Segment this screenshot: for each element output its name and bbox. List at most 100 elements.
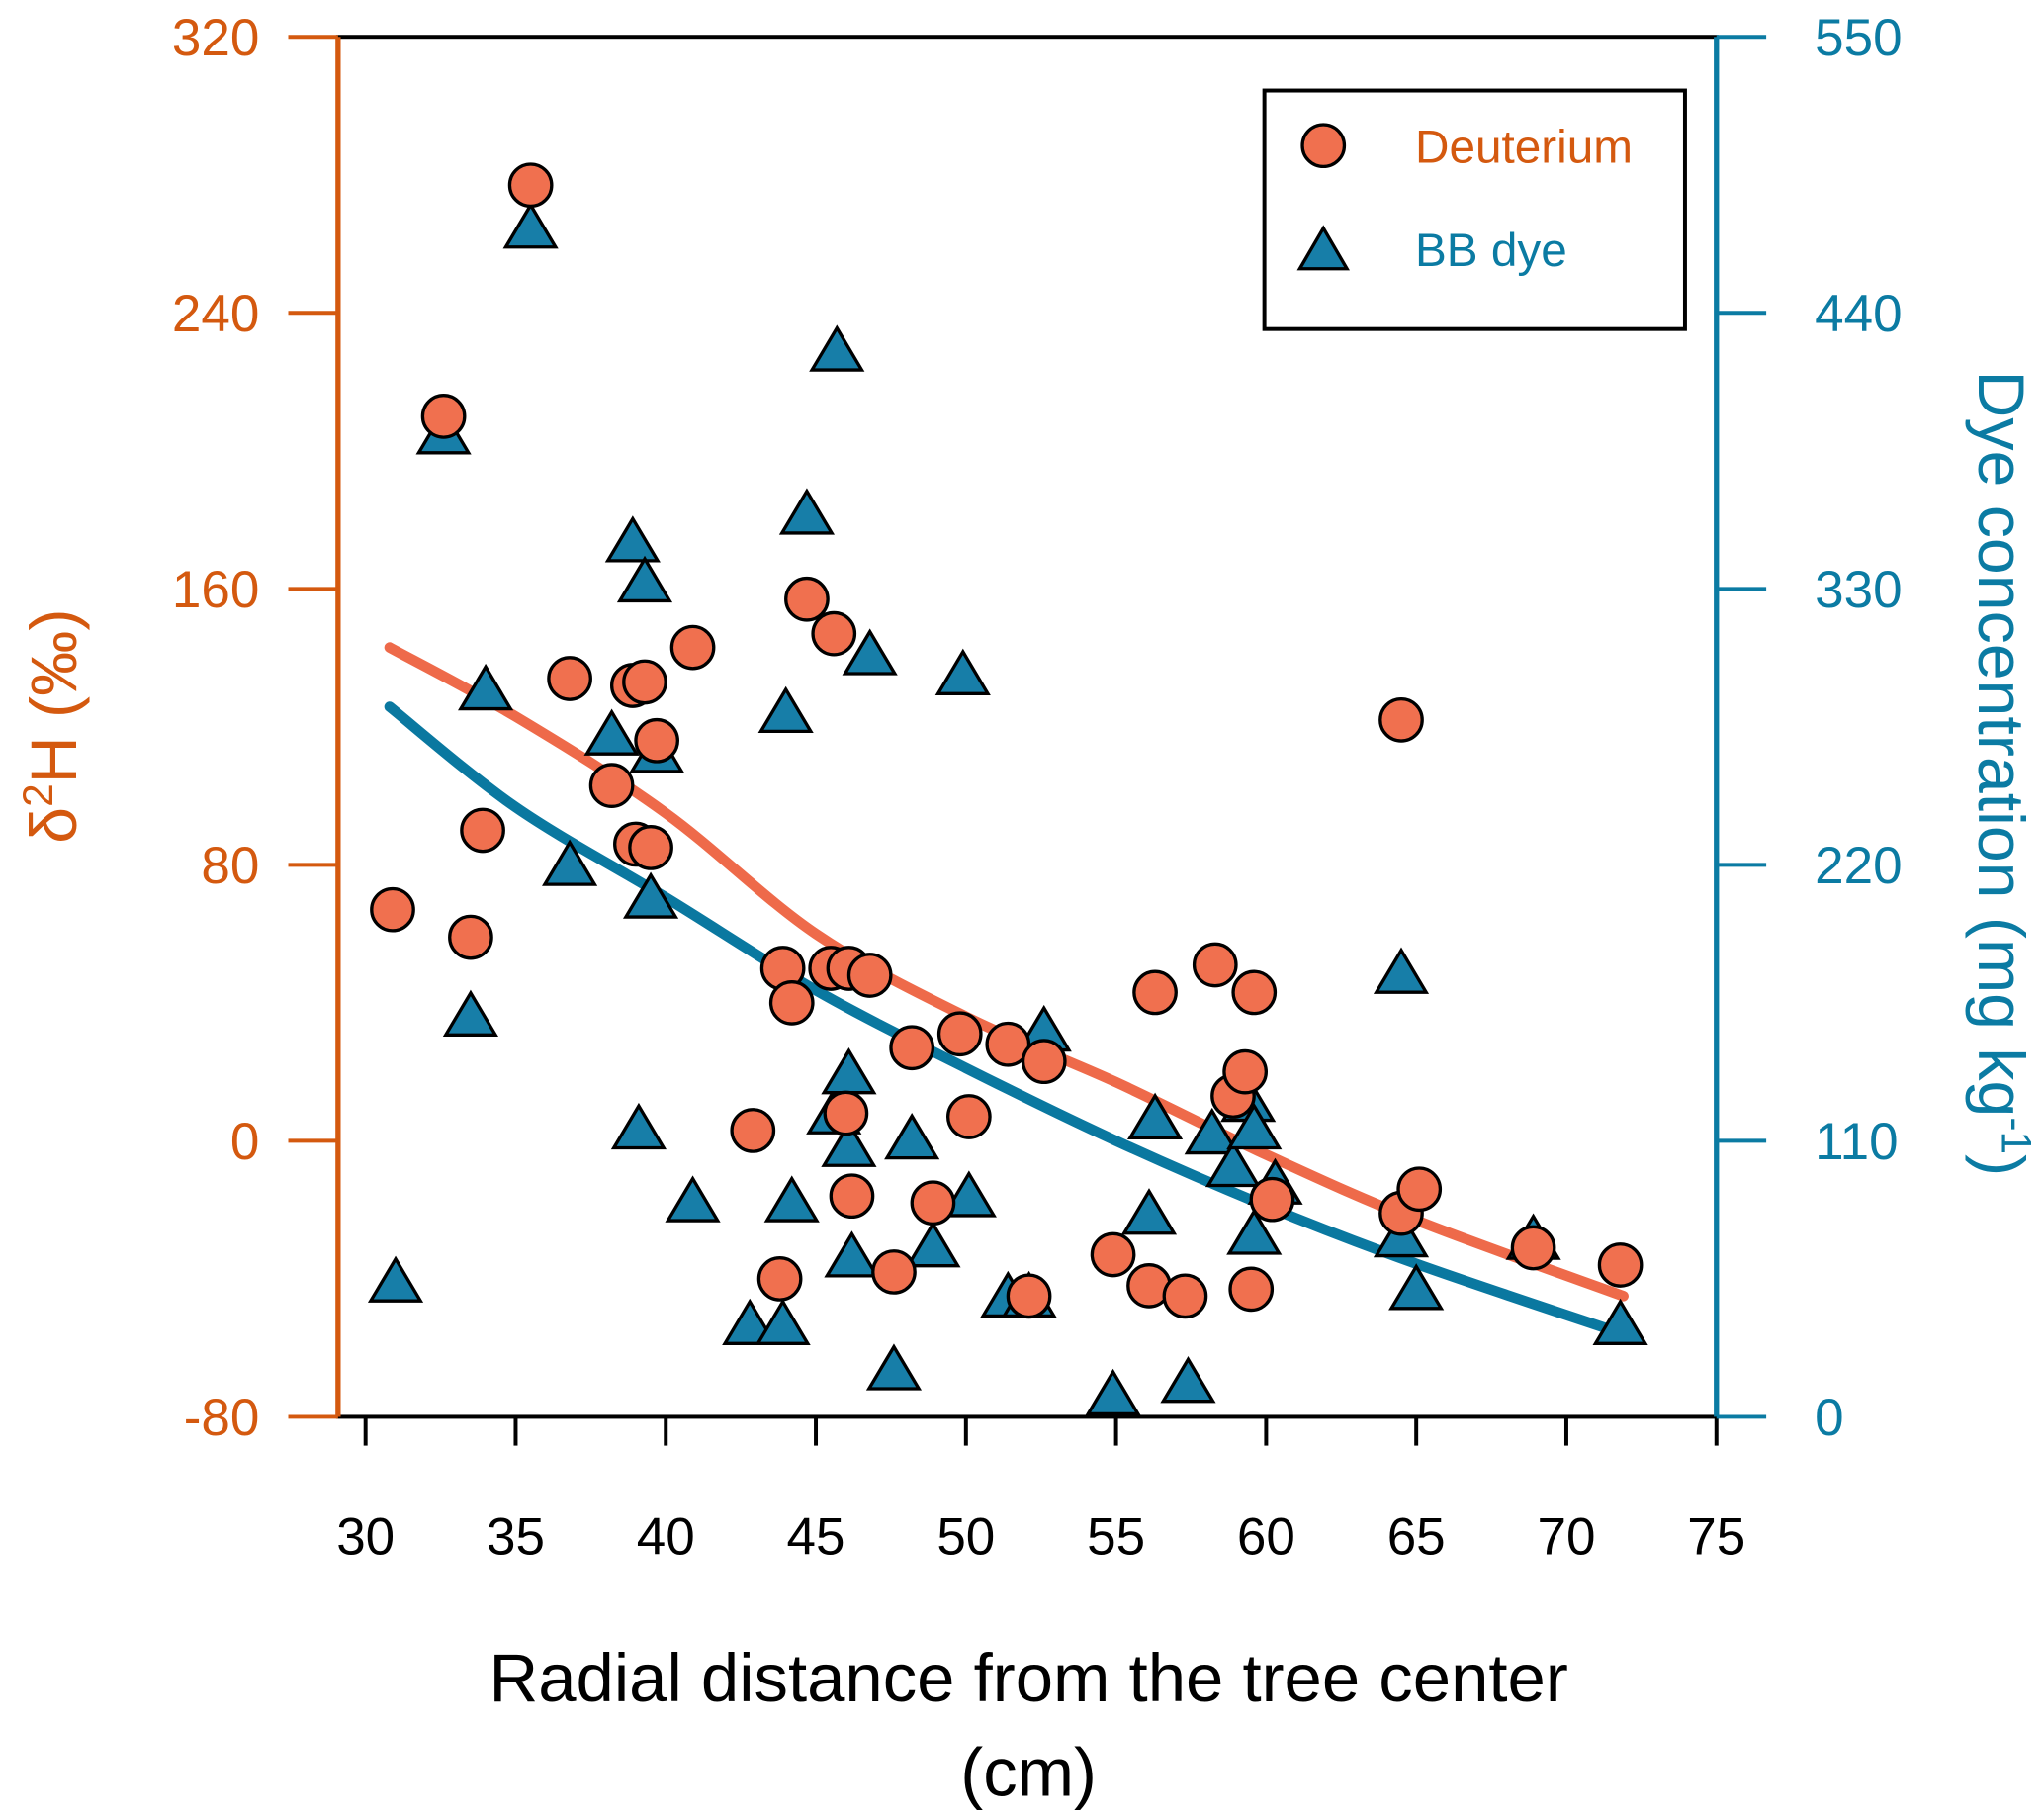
dye-point [1126, 1092, 1184, 1139]
y-right-tick-label: 220 [1815, 837, 1902, 895]
y-left-tick-label: 160 [172, 561, 259, 619]
deuterium-point [1132, 969, 1178, 1016]
deuterium-point [756, 1256, 803, 1302]
deuterium-point [1162, 1273, 1208, 1319]
deuterium-point [1192, 942, 1238, 988]
deuterium-point [1231, 969, 1278, 1016]
y-right-tick-label: 330 [1815, 561, 1902, 619]
y-axis-left-label: δ2H (‰) [15, 609, 91, 844]
dye-point [610, 1102, 667, 1150]
deuterium-point [1510, 1225, 1556, 1271]
dye-point [1184, 1107, 1240, 1155]
dye-point [1226, 1208, 1283, 1255]
y-right-tick-label: 0 [1815, 1389, 1843, 1447]
deuterium-point [420, 394, 467, 439]
deuterium-point [588, 763, 635, 808]
dye-point [821, 1120, 877, 1167]
dye-point [1592, 1298, 1648, 1345]
dye-point [842, 628, 898, 676]
x-tick-label: 55 [1087, 1508, 1145, 1567]
deuterium-point [945, 1094, 992, 1139]
dye-point [458, 663, 514, 711]
legend-triangle-marker [1296, 225, 1350, 271]
deuterium-point [1228, 1266, 1275, 1313]
x-tick-label: 65 [1387, 1508, 1446, 1567]
deuterium-point [669, 624, 716, 671]
deuterium-point [768, 980, 815, 1026]
x-tick-label: 30 [336, 1508, 395, 1567]
dye-point [1204, 1139, 1262, 1188]
dye-point [865, 1343, 923, 1391]
dye-point [940, 1170, 997, 1218]
deuterium-point [507, 162, 554, 209]
deuterium-point [634, 717, 679, 764]
legend-circle-marker [1300, 123, 1347, 169]
deuterium-point [985, 1021, 1031, 1067]
deuterium-point [889, 1025, 935, 1071]
dye-point [1373, 947, 1430, 994]
dye-point [884, 1112, 940, 1160]
deuterium-point [1396, 1166, 1443, 1213]
deuterium-point [936, 1011, 983, 1057]
y-right-tick-label: 440 [1815, 285, 1902, 343]
dye-point [367, 1255, 424, 1303]
x-tick-label: 40 [637, 1508, 695, 1567]
dye-point [905, 1221, 961, 1268]
fit-curves [384, 642, 1629, 1340]
deuterium-point [1249, 1176, 1295, 1223]
axes: 30 35 40 45 50 55 60 65 70 75 -80 0 80 160 240 320 0 110 2… [172, 9, 1903, 1567]
dye-point [821, 1047, 877, 1095]
deuterium-point [622, 659, 667, 705]
deuterium-point [1006, 1273, 1052, 1319]
deuterium-point [1378, 696, 1424, 743]
x-tick-label: 50 [936, 1508, 995, 1567]
x-tick-label: 60 [1237, 1508, 1295, 1567]
deuterium-point [370, 886, 415, 933]
dye-point [542, 839, 598, 886]
dye-point [1388, 1263, 1445, 1311]
deuterium-point [1597, 1242, 1644, 1288]
x-axis-unit: (cm) [960, 1734, 1097, 1810]
x-tick-label: 75 [1687, 1508, 1745, 1567]
deuterium-point [784, 576, 830, 622]
x-axis-label: Radial distance from the tree center [489, 1640, 1567, 1716]
y-left-tick-label: 240 [172, 285, 259, 343]
y-right-tick-label: 110 [1815, 1113, 1899, 1171]
legend-label-bb-dye: BB dye [1415, 225, 1567, 277]
deuterium-point [871, 1249, 917, 1295]
dye-point [1120, 1188, 1178, 1235]
deuterium-point [1222, 1048, 1268, 1095]
deuterium-point [460, 807, 505, 854]
x-tick-label: 45 [787, 1508, 845, 1567]
y-left-tick-label: -80 [184, 1389, 260, 1447]
dye-point [1226, 1102, 1283, 1150]
dye-point [1085, 1368, 1141, 1416]
x-tick-label: 70 [1537, 1508, 1595, 1567]
deuterium-point [628, 825, 673, 870]
y-left-tick-label: 320 [172, 9, 259, 67]
deuterium-point [448, 914, 493, 960]
legend: Deuterium BB dye [1262, 88, 1687, 331]
data-points [367, 162, 1648, 1416]
dye-point [442, 989, 499, 1037]
dye-point [934, 648, 991, 695]
dye-point [665, 1175, 721, 1223]
dye-point [583, 708, 640, 756]
dye-fit-curve [384, 701, 1629, 1340]
dye-point [778, 488, 836, 535]
y-right-tick-label: 550 [1815, 9, 1902, 67]
legend-label-deuterium: Deuterium [1415, 121, 1633, 173]
dye-point [763, 1175, 820, 1223]
dye-point [604, 515, 661, 563]
dye-point [757, 685, 814, 734]
deuterium-point [1090, 1231, 1136, 1278]
dye-point [502, 202, 559, 249]
deuterium-point [846, 953, 893, 998]
dye-point [824, 1230, 880, 1278]
y-left-tick-label: 80 [201, 837, 259, 895]
deuterium-point [1021, 1039, 1067, 1085]
dye-point [622, 871, 679, 919]
x-tick-label: 35 [487, 1508, 545, 1567]
y-axis-right-label: Dye concentration (mg kg-1) [1964, 371, 2040, 1177]
